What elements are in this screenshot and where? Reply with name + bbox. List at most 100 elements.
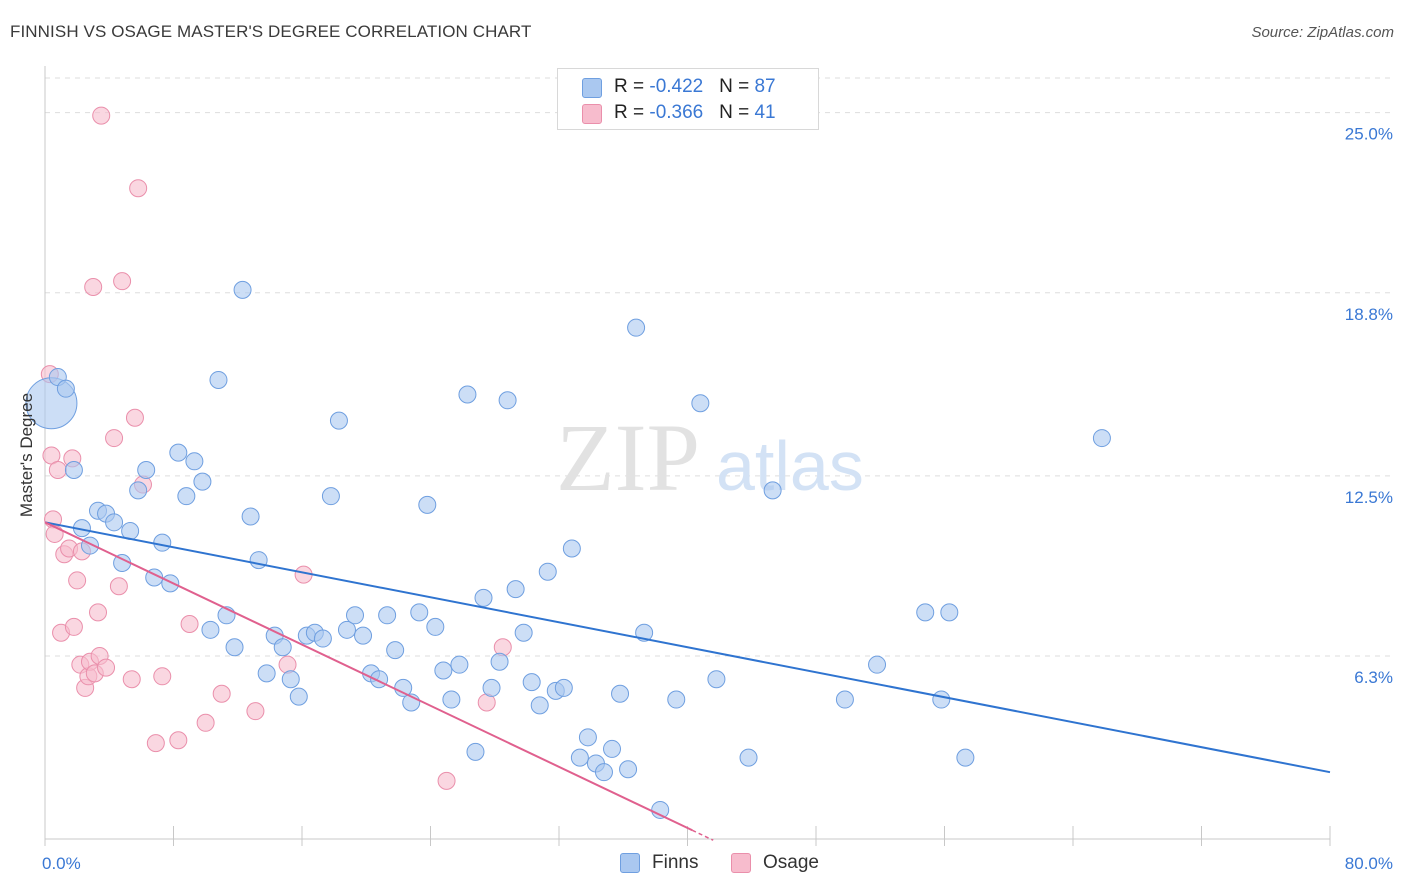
finns-n-value: 87: [754, 76, 776, 97]
finns-point: [763, 481, 782, 500]
osage-point: [246, 702, 265, 721]
finns-point: [442, 690, 461, 709]
finns-point: [434, 661, 453, 680]
finns-point: [153, 533, 172, 552]
finns-point: [611, 684, 630, 703]
watermark: ZIP atlas: [556, 404, 864, 511]
osage-point: [196, 713, 215, 732]
finns-point: [554, 678, 573, 697]
finns-point: [603, 739, 622, 758]
osage-point: [89, 603, 108, 622]
finns-point: [506, 580, 525, 599]
finns-point: [201, 620, 220, 639]
x-tick-label: 0.0%: [42, 854, 81, 873]
finns-point: [739, 748, 758, 767]
y-tick-label: 18.8%: [1345, 305, 1393, 324]
y-tick-label: 6.3%: [1354, 668, 1393, 687]
finns-point: [835, 690, 854, 709]
x-tick-label: 80.0%: [1345, 854, 1393, 873]
finns-swatch: [582, 78, 602, 98]
finns-point: [514, 623, 533, 642]
finns-point: [940, 603, 959, 622]
finns-point: [667, 690, 686, 709]
finns-point: [354, 626, 373, 645]
osage-point: [493, 638, 512, 657]
osage-point: [84, 277, 103, 296]
finns-point: [56, 379, 75, 398]
finns-point: [169, 443, 188, 462]
finns-point: [249, 551, 268, 570]
finns-point: [916, 603, 935, 622]
finns-point: [281, 670, 300, 689]
finns-point: [868, 655, 887, 674]
tick-labels: 6.3% 12.5% 18.8% 25.0% 0.0% 80.0% Master's Deg…: [17, 125, 1393, 873]
finns-point: [956, 748, 975, 767]
finns-point: [193, 472, 212, 491]
finns-point: [241, 507, 260, 526]
finns-point: [570, 748, 589, 767]
finns-point: [105, 513, 124, 532]
osage-n-value: 41: [754, 102, 776, 123]
watermark-zip: ZIP: [556, 404, 700, 511]
finns-point: [619, 760, 638, 779]
finns-point: [64, 461, 83, 480]
finns-point: [1092, 429, 1111, 448]
finns-point: [474, 588, 493, 607]
osage-point: [129, 179, 148, 198]
osage-swatch: [582, 104, 602, 124]
finns-legend-swatch: [620, 853, 640, 873]
finns-point: [257, 664, 276, 683]
osage-n-label: N =: [719, 102, 755, 123]
osage-point: [122, 670, 141, 689]
finns-n-label: N =: [719, 76, 755, 97]
osage-point: [64, 617, 83, 636]
finns-point: [129, 481, 148, 500]
finns-point: [530, 696, 549, 715]
finns-point: [209, 370, 228, 389]
finns-r-value: -0.422: [649, 76, 704, 97]
finns-legend-label: Finns: [652, 852, 699, 873]
osage-point: [109, 577, 128, 596]
y-tick-label: 25.0%: [1345, 125, 1393, 144]
finns-point: [346, 606, 365, 625]
osage-point: [48, 461, 67, 480]
finns-point: [498, 391, 517, 410]
finns-trend-line: [44, 521, 1331, 774]
osage-points: [40, 106, 512, 790]
finns-point: [426, 617, 445, 636]
osage-point: [125, 408, 144, 427]
finns-point: [161, 574, 180, 593]
finns-point: [321, 487, 340, 506]
osage-legend-label: Osage: [763, 852, 819, 873]
osage-point: [437, 771, 456, 790]
osage-trend-line: [44, 521, 693, 832]
osage-point: [180, 615, 199, 634]
y-axis-label: Master's Degree: [17, 393, 36, 517]
finns-point: [490, 652, 509, 671]
finns-point: [418, 495, 437, 514]
watermark-atlas: atlas: [716, 427, 864, 505]
finns-point: [177, 487, 196, 506]
finns-point: [691, 394, 710, 413]
finns-point: [233, 280, 252, 299]
finns-point: [578, 728, 597, 747]
osage-point: [97, 658, 116, 677]
osage-point: [278, 655, 297, 674]
correlation-legend: R = -0.422 N = 87 R = -0.366 N = 41: [557, 68, 819, 130]
osage-trend-extension: [691, 829, 714, 841]
osage-point: [92, 106, 111, 125]
finns-point: [594, 763, 613, 782]
finns-point: [932, 690, 951, 709]
osage-point: [169, 731, 188, 750]
series-legend: Finns Osage: [0, 852, 1406, 878]
osage-r-value: -0.366: [649, 102, 704, 123]
osage-r-label: R =: [614, 102, 650, 123]
finns-point: [386, 641, 405, 660]
finns-point: [410, 603, 429, 622]
finns-point: [337, 620, 356, 639]
source-label: Source: ZipAtlas.com: [1251, 24, 1394, 41]
finns-point: [562, 539, 581, 558]
finns-point: [466, 742, 485, 761]
finns-point: [458, 385, 477, 404]
